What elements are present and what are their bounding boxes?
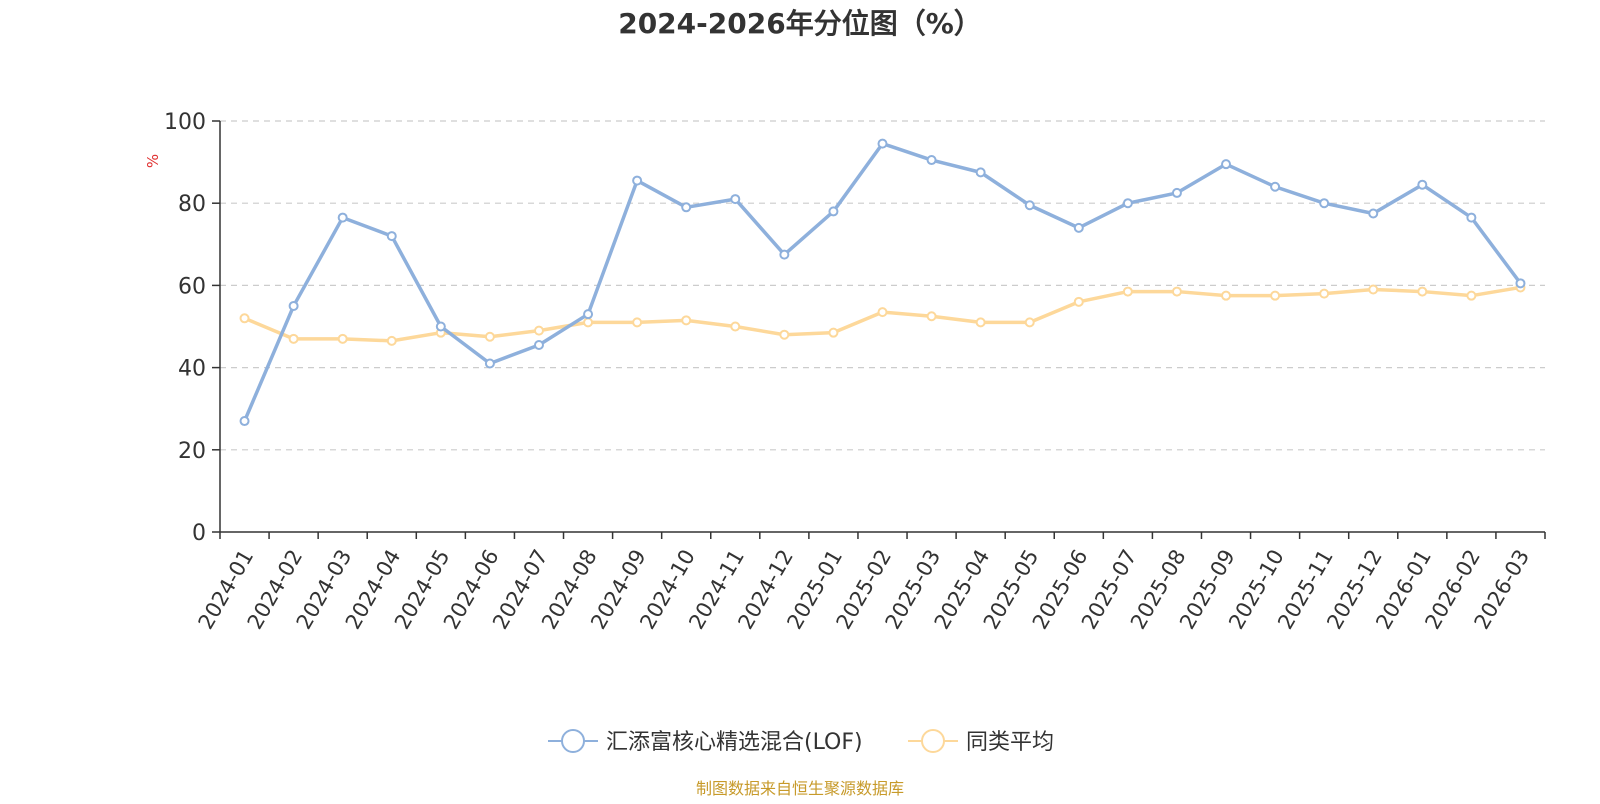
series-point-1 [1073,296,1084,307]
series-point-0 [435,321,446,332]
legend-marker [561,729,585,753]
series-point-0 [632,175,643,186]
y-axis-label: % [144,154,162,168]
series-layer [239,138,1526,427]
y-tick-label: 100 [164,110,206,135]
series-point-1 [681,315,692,326]
series-point-0 [1171,187,1182,198]
legend-item-0[interactable]: 汇添富核心精选混合(LOF) [548,729,863,755]
axis-layer: 0204060801002024-012024-022024-032024-04… [164,110,1546,633]
series-point-1 [1417,286,1428,297]
series-point-0 [337,212,348,223]
series-point-1 [239,313,250,324]
series-point-1 [533,325,544,336]
series-point-0 [779,249,790,260]
series-point-1 [1319,288,1330,299]
legend-item-1[interactable]: 同类平均 [908,729,1054,755]
legend[interactable]: 汇添富核心精选混合(LOF) 同类平均 [548,729,1054,755]
series-point-0 [1515,278,1526,289]
series-point-0 [1368,208,1379,219]
series-point-0 [1417,179,1428,190]
series-point-1 [877,307,888,318]
y-tick-label: 20 [178,439,206,464]
series-point-1 [1221,290,1232,301]
series-point-0 [583,309,594,320]
series-point-1 [1171,286,1182,297]
series-point-1 [730,321,741,332]
series-point-0 [484,358,495,369]
series-point-1 [926,311,937,322]
series-point-1 [1024,317,1035,328]
series-point-0 [533,339,544,350]
series-point-1 [1270,290,1281,301]
legend-label: 同类平均 [966,730,1054,755]
series-point-1 [975,317,986,328]
series-point-0 [828,206,839,217]
series-point-0 [926,155,937,166]
legend-marker [921,729,945,753]
series-point-0 [1466,212,1477,223]
series-point-1 [288,333,299,344]
series-point-1 [632,317,643,328]
series-point-0 [288,300,299,311]
series-point-1 [484,331,495,342]
series-point-0 [730,194,741,205]
y-tick-label: 60 [178,274,206,299]
series-point-0 [975,167,986,178]
y-tick-label: 40 [178,357,206,382]
legend-label: 汇添富核心精选混合(LOF) [606,730,863,755]
chart-title: 2024-2026年分位图（%） [618,7,982,40]
series-point-0 [1319,198,1330,209]
y-tick-label: 80 [178,192,206,217]
series-point-1 [779,329,790,340]
series-point-0 [877,138,888,149]
series-point-0 [1024,200,1035,211]
series-point-1 [828,327,839,338]
series-point-0 [1270,181,1281,192]
y-tick-label: 0 [192,521,206,546]
source-note: 制图数据来自恒生聚源数据库 [696,779,904,798]
series-point-1 [386,335,397,346]
series-point-1 [337,333,348,344]
series-point-0 [1073,222,1084,233]
series-line-0 [242,141,1523,423]
series-point-0 [1221,159,1232,170]
series-point-1 [1466,290,1477,301]
series-point-1 [583,317,594,328]
series-point-1 [1122,286,1133,297]
series-point-1 [1368,284,1379,295]
series-point-0 [386,231,397,242]
series-point-0 [239,416,250,427]
series-point-0 [681,202,692,213]
series-point-0 [1122,198,1133,209]
